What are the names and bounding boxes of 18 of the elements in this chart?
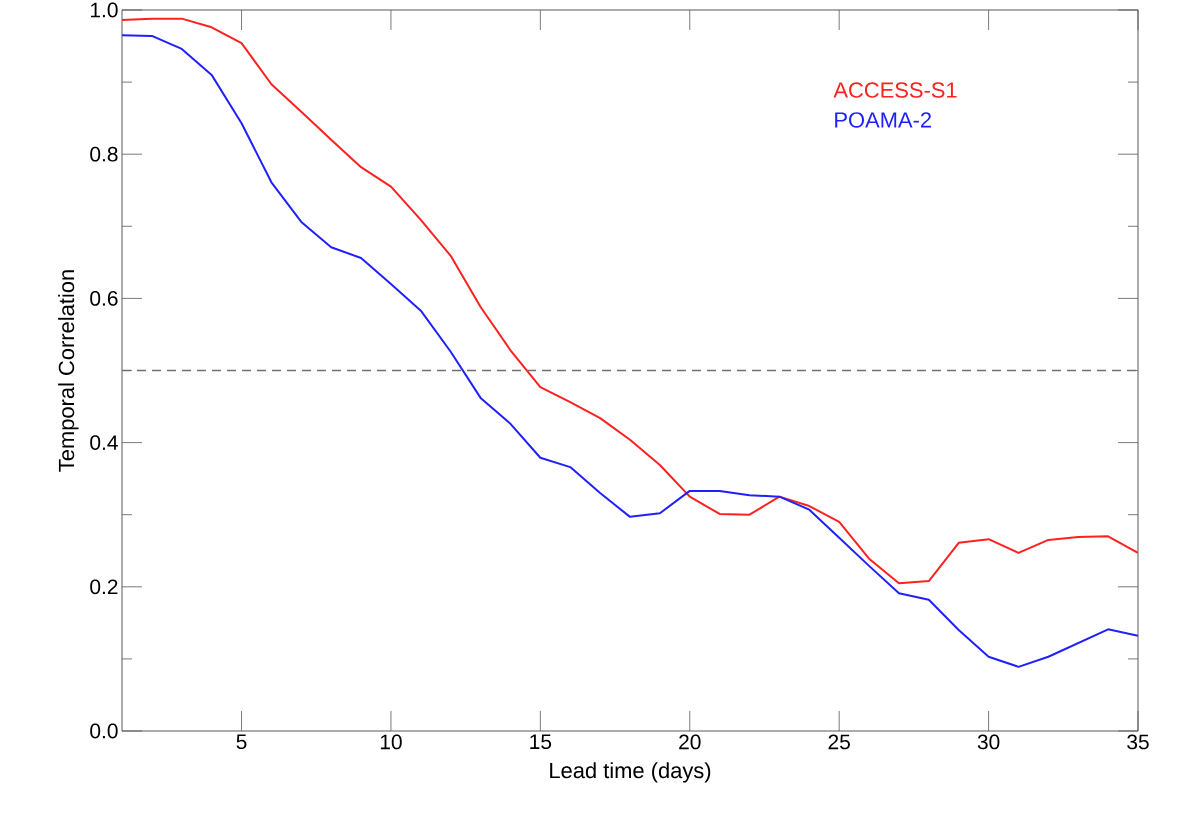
x-tick-label: 5 bbox=[236, 734, 247, 750]
line-series bbox=[122, 17, 1139, 585]
x-tick-label: 10 bbox=[380, 734, 402, 750]
y-tick-label: 0.6 bbox=[90, 290, 118, 306]
text: POAMA-2 bbox=[835, 112, 931, 128]
x-tick-label: 25 bbox=[828, 734, 850, 750]
y-tick-label: 1.0 bbox=[90, 2, 118, 18]
x-tick-label: 15 bbox=[530, 734, 552, 750]
y-axis-title: Temporal Correlation bbox=[58, 270, 79, 472]
y-tick-label: 0.4 bbox=[90, 435, 118, 450]
y-tick-label: 0.0 bbox=[90, 723, 118, 739]
y-tick-label: 0.2 bbox=[90, 579, 118, 595]
text: ACCESS-S1 bbox=[833, 82, 957, 98]
x-tick-label: 35 bbox=[1127, 734, 1149, 750]
x-axis-title: Lead time (days) bbox=[550, 762, 711, 783]
x-tick-label: 30 bbox=[977, 734, 1000, 750]
y-tick-label: 0.8 bbox=[90, 146, 118, 162]
x-tick-label: 20 bbox=[679, 734, 701, 750]
